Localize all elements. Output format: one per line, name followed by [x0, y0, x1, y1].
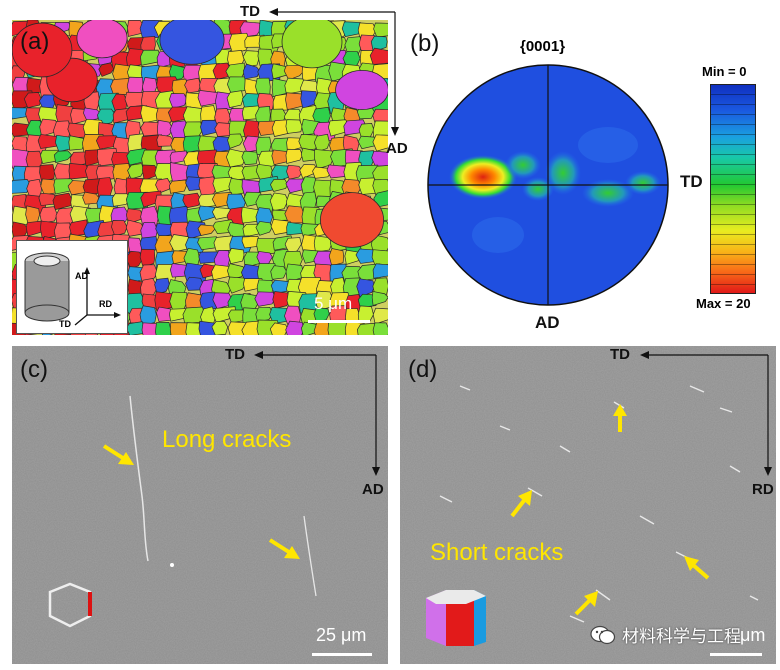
hexagon-icon: [48, 582, 92, 628]
panel-a-label: (a): [20, 28, 50, 55]
crack-arrows: [48, 444, 300, 628]
panel-b-label: (b): [410, 30, 440, 57]
inset-td-label: TD: [59, 319, 71, 329]
sample-axes-inset: AD RD TD: [16, 240, 128, 334]
panel-d-scale-bar: [710, 653, 762, 656]
crack-surface: [12, 346, 388, 664]
panel-c-scale-label: 25 μm: [316, 625, 367, 645]
pole-figure-title: {0001}: [520, 38, 566, 55]
long-cracks-annotation: Long cracks: [162, 426, 292, 453]
panel-a-scale-label: 5 μm: [314, 294, 353, 313]
color-scale-bar: [710, 84, 756, 294]
wechat-icon: [590, 625, 616, 644]
panel-c-ad-label: AD: [362, 481, 384, 498]
inset-ad-label: AD: [75, 271, 88, 281]
panel-d-td-label: TD: [610, 346, 630, 363]
panel-c-label: (c): [20, 356, 48, 383]
panel-d-sem-image: (d) Short cracks μm: [400, 346, 776, 664]
crack-arrows: [426, 404, 710, 646]
pole-figure: [427, 64, 669, 306]
max-label: Max = 20: [696, 296, 751, 311]
watermark-text: 材料科学与工程: [622, 627, 741, 647]
crack-surface: [400, 346, 776, 664]
cylinder-icon: [24, 252, 121, 326]
panel-d-scale-label: μm: [740, 625, 766, 645]
panel-d-rd-label: RD: [752, 481, 774, 498]
min-label: Min = 0: [702, 64, 747, 79]
panel-d-label: (d): [408, 356, 438, 383]
panel-c-td-label: TD: [225, 346, 245, 363]
panel-b-td-label: TD: [680, 172, 703, 191]
short-cracks-annotation: Short cracks: [430, 539, 564, 566]
prism-icon: [426, 590, 486, 646]
panel-c-scale-bar: [312, 653, 372, 656]
panel-c-sem-image: (c) Long cracks 25 μm: [12, 346, 388, 664]
panel-a-scale-bar: [308, 320, 370, 323]
panel-a-ebsd-map: (a) AD RD TD 5 μm: [12, 20, 388, 335]
inset-rd-label: RD: [99, 299, 112, 309]
panel-a-ad-label: AD: [386, 140, 408, 157]
panel-a-td-label: TD: [240, 3, 260, 20]
panel-b-ad-label: AD: [535, 313, 560, 332]
watermark: 材料科学与工程: [590, 622, 741, 647]
